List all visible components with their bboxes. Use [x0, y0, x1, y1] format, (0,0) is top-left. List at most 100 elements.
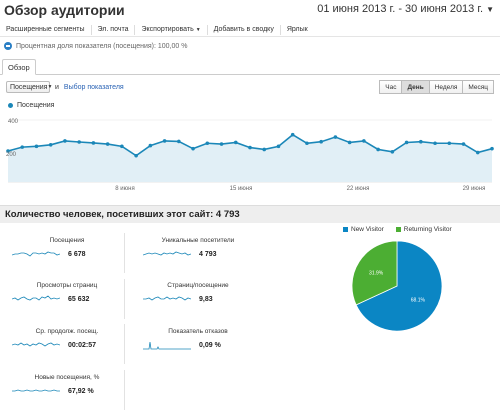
x-tick-label: 8 июня — [115, 186, 134, 192]
data-point[interactable] — [475, 150, 480, 155]
data-point[interactable] — [105, 142, 110, 146]
y-tick-label: 200 — [6, 152, 17, 158]
data-point[interactable] — [262, 147, 267, 152]
data-point[interactable] — [333, 135, 338, 139]
export-button[interactable]: Экспортировать ▼ — [135, 24, 208, 35]
metric-tile[interactable]: Страниц/посещение 9,83 — [143, 282, 253, 304]
select-metric-link[interactable]: Выбор показателя — [63, 83, 124, 91]
summary-section-header: Количество человек, посетивших этот сайт… — [0, 205, 500, 223]
metric-select[interactable]: Посещения ▼ — [6, 81, 52, 93]
x-tick-label: 15 июня — [230, 186, 253, 192]
chart-legend: Посещения — [8, 102, 54, 109]
pie-legend-label: New Visitor — [351, 226, 384, 233]
data-point[interactable] — [233, 140, 238, 145]
pie-legend-label: Returning Visitor — [403, 226, 452, 233]
data-point[interactable] — [290, 132, 295, 137]
period-day-button[interactable]: День — [401, 80, 430, 94]
data-point[interactable] — [162, 139, 167, 143]
column-divider — [124, 324, 125, 364]
metric-tile[interactable]: Ср. продолж. посещ. 00:02:57 — [12, 328, 122, 350]
period-month-button[interactable]: Месяц — [462, 80, 494, 94]
summary-title: Количество человек, посетивших этот сайт… — [5, 209, 240, 220]
metric-tile[interactable]: Показатель отказов 0,09 % — [143, 328, 253, 350]
add-to-dashboard-button[interactable]: Добавить в сводку — [208, 24, 281, 35]
date-range-picker[interactable]: 01 июня 2013 г. - 30 июня 2013 г. ▼ — [317, 3, 494, 15]
legend-label: Посещения — [17, 102, 55, 109]
data-point[interactable] — [362, 139, 366, 143]
data-point[interactable] — [77, 140, 81, 144]
data-point[interactable] — [404, 140, 409, 145]
metric-tile[interactable]: Посещения 6 678 — [12, 237, 122, 259]
metric-value: 4 793 — [199, 250, 217, 258]
sparkline — [12, 389, 60, 392]
sparkline — [12, 295, 60, 301]
data-point[interactable] — [34, 144, 39, 149]
chevron-down-icon: ▼ — [486, 4, 494, 14]
data-point[interactable] — [134, 153, 138, 158]
column-divider — [124, 233, 125, 273]
data-point[interactable] — [433, 141, 437, 146]
legend-swatch — [343, 227, 348, 232]
sparkline — [143, 251, 191, 256]
data-point[interactable] — [48, 143, 53, 147]
period-week-button[interactable]: Неделя — [428, 80, 464, 94]
advanced-segments-button[interactable]: Расширенные сегменты — [0, 24, 92, 35]
period-hour-button[interactable]: Час — [379, 80, 403, 94]
data-point[interactable] — [248, 145, 252, 150]
data-point[interactable] — [205, 141, 210, 146]
email-button[interactable]: Эл. почта — [92, 24, 136, 35]
visitor-type-pie-chart[interactable]: 68.1% 31.9% — [351, 240, 443, 332]
data-point[interactable] — [490, 146, 494, 151]
metric-label: Страниц/посещение — [167, 282, 229, 289]
sparkline — [12, 342, 60, 347]
metric-value: 9,83 — [199, 295, 213, 303]
metric-select-value: Посещения — [10, 83, 48, 91]
data-point[interactable] — [148, 143, 153, 148]
data-point[interactable] — [376, 147, 380, 152]
data-point[interactable] — [319, 139, 323, 144]
data-point[interactable] — [347, 140, 352, 145]
x-tick-label: 22 июня — [347, 186, 370, 192]
metric-value: 6 678 — [68, 250, 86, 258]
data-point[interactable] — [120, 144, 124, 149]
metric-tile[interactable]: Уникальные посетители 4 793 — [143, 237, 253, 259]
data-point[interactable] — [191, 146, 195, 151]
data-point[interactable] — [447, 141, 452, 146]
pie-slice[interactable] — [351, 240, 398, 306]
shortcut-button[interactable]: Ярлык — [281, 25, 314, 35]
metric-tile[interactable]: Просмотры страниц 65 632 — [12, 282, 122, 304]
tab-overview[interactable]: Обзор — [2, 59, 36, 75]
add-to-dashboard-label: Добавить в сводку — [213, 25, 274, 33]
pie-slice-label: 31.9% — [369, 271, 384, 277]
metric-value: 0,09 % — [199, 341, 221, 349]
data-point[interactable] — [276, 144, 281, 149]
legend-swatch — [395, 227, 401, 232]
column-divider — [124, 279, 125, 319]
data-point[interactable] — [305, 141, 309, 146]
data-point[interactable] — [91, 141, 96, 145]
data-point[interactable] — [6, 149, 10, 153]
pie-slice[interactable] — [355, 240, 443, 332]
sparkline — [143, 341, 191, 350]
data-point[interactable] — [461, 142, 466, 146]
metric-label: Ср. продолж. посещ. — [35, 328, 99, 335]
y-tick-label: 400 — [8, 119, 19, 125]
pie-slice-label: 68.1% — [411, 297, 426, 303]
data-point[interactable] — [20, 145, 25, 149]
metric-value: 00:02:57 — [68, 341, 97, 349]
segment-icon — [4, 42, 12, 50]
data-point[interactable] — [63, 139, 67, 143]
visits-line-chart[interactable]: 400 200 8 июня 15 июня 22 июня 29 июня — [0, 112, 500, 197]
pie-legend-item[interactable]: New Visitor — [343, 226, 384, 233]
data-point[interactable] — [177, 139, 181, 144]
segment-indicator: Процентная доля показателя (посещения): … — [4, 42, 187, 50]
email-label: Эл. почта — [97, 25, 129, 33]
metric-label: Уникальные посетители — [161, 237, 235, 244]
metric-tile[interactable]: Новые посещения, % 67,92 % — [12, 374, 122, 396]
report-toolbar: Расширенные сегменты Эл. почта Экспортир… — [0, 23, 500, 37]
data-point[interactable] — [419, 139, 423, 144]
data-point[interactable] — [390, 149, 395, 154]
pie-legend-item[interactable]: Returning Visitor — [395, 226, 452, 233]
data-point[interactable] — [219, 142, 224, 146]
shortcut-label: Ярлык — [286, 25, 308, 33]
